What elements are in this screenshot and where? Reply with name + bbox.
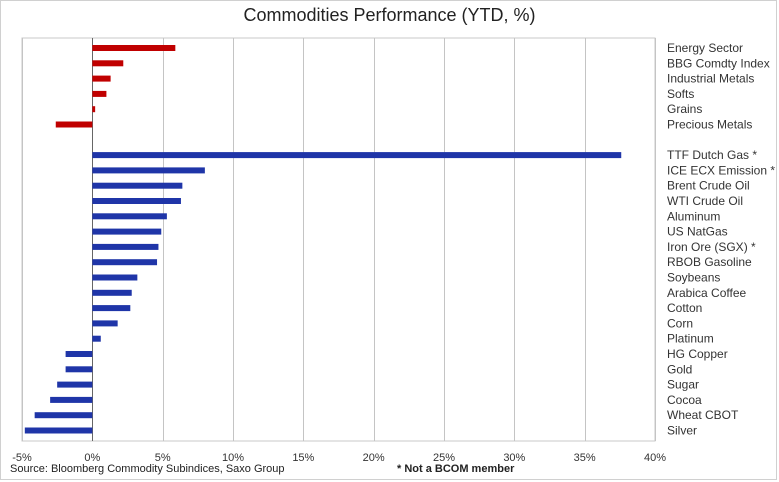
category-label: Precious Metals xyxy=(667,118,752,132)
category-label: Cocoa xyxy=(667,393,702,407)
bar xyxy=(92,305,131,312)
x-tick-label: 10% xyxy=(222,452,244,464)
category-label: Sugar xyxy=(667,378,699,392)
source-note: Source: Bloomberg Commodity Subindices, … xyxy=(10,463,285,475)
bar xyxy=(24,427,93,434)
category-label: Arabica Coffee xyxy=(667,286,746,300)
x-tick-label: 35% xyxy=(574,452,596,464)
bar xyxy=(92,320,118,327)
bar xyxy=(92,182,183,189)
footnote: * Not a BCOM member xyxy=(397,463,515,475)
bar xyxy=(92,243,159,250)
x-tick-label: -5% xyxy=(12,452,32,464)
category-label: US NatGas xyxy=(667,225,728,239)
bar xyxy=(92,75,111,82)
bar xyxy=(92,335,101,342)
category-label: Energy Sector xyxy=(667,41,743,55)
bar xyxy=(92,152,622,159)
bar xyxy=(92,274,138,281)
category-label: Platinum xyxy=(667,332,714,346)
bar xyxy=(92,167,205,174)
category-label: Iron Ore (SGX) * xyxy=(667,240,756,254)
bar xyxy=(92,106,96,113)
bar xyxy=(92,259,158,266)
bar xyxy=(50,396,93,403)
bar xyxy=(65,351,93,357)
category-label: Industrial Metals xyxy=(667,72,754,86)
category-label: Aluminum xyxy=(667,209,720,223)
bar xyxy=(92,228,162,235)
bar xyxy=(92,289,132,296)
plot-area xyxy=(21,37,656,442)
bar xyxy=(92,90,107,97)
bar xyxy=(55,121,93,128)
x-tick-label: 40% xyxy=(644,452,666,464)
category-label: ICE ECX Emission * xyxy=(667,163,775,177)
category-label: Soybeans xyxy=(667,271,720,285)
category-label: Corn xyxy=(667,316,693,330)
bar xyxy=(92,198,181,204)
category-label: TTF Dutch Gas * xyxy=(667,148,757,162)
bar xyxy=(92,213,167,220)
category-label: Silver xyxy=(667,424,697,438)
x-tick-label: 5% xyxy=(155,452,171,464)
category-label: BBG Comdty Index xyxy=(667,56,770,70)
x-tick-label: 25% xyxy=(433,452,455,464)
bar xyxy=(57,381,93,388)
bar xyxy=(92,60,124,67)
category-label: Brent Crude Oil xyxy=(667,179,750,193)
x-tick-label: 20% xyxy=(363,452,385,464)
category-label: Grains xyxy=(667,102,702,116)
category-label: Cotton xyxy=(667,301,702,315)
x-tick-label: 30% xyxy=(503,452,525,464)
category-label: Softs xyxy=(667,87,694,101)
x-tick-label: 0% xyxy=(84,452,100,464)
category-label: Wheat CBOT xyxy=(667,408,739,422)
chart-title: Commodities Performance (YTD, %) xyxy=(243,5,536,25)
category-label: HG Copper xyxy=(667,347,728,361)
bar xyxy=(65,366,93,373)
bar xyxy=(34,412,93,419)
bar xyxy=(92,45,176,51)
category-label: RBOB Gasoline xyxy=(667,255,752,269)
category-label: WTI Crude Oil xyxy=(667,194,743,208)
category-label: Gold xyxy=(667,362,692,376)
x-tick-label: 15% xyxy=(292,452,314,464)
